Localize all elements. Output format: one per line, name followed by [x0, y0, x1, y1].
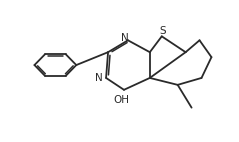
Text: N: N — [95, 73, 102, 83]
Text: N: N — [120, 33, 128, 43]
Text: S: S — [159, 26, 166, 36]
Text: OH: OH — [114, 95, 130, 105]
